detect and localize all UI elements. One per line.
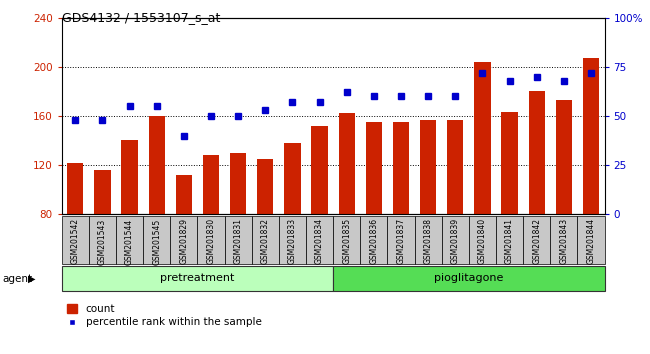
Bar [230, 153, 246, 214]
Bar [387, 216, 415, 264]
Bar [501, 112, 517, 214]
Bar [523, 216, 551, 264]
Bar [442, 216, 469, 264]
Text: GSM201542: GSM201542 [71, 218, 80, 264]
Bar [556, 100, 572, 214]
Text: GSM201831: GSM201831 [233, 218, 242, 264]
Bar [62, 266, 333, 291]
Legend: count, percentile rank within the sample: count, percentile rank within the sample [67, 304, 261, 327]
Bar [284, 143, 300, 214]
Bar [170, 216, 198, 264]
Bar [62, 216, 89, 264]
Bar [252, 216, 279, 264]
Text: GSM201834: GSM201834 [315, 218, 324, 264]
Text: GSM201844: GSM201844 [586, 218, 595, 264]
Text: GSM201839: GSM201839 [450, 218, 460, 264]
Bar [311, 126, 328, 214]
Text: GSM201829: GSM201829 [179, 218, 188, 264]
Text: pretreatment: pretreatment [161, 273, 235, 283]
Bar [366, 122, 382, 214]
Bar [143, 216, 170, 264]
Bar [306, 216, 333, 264]
Bar [122, 141, 138, 214]
Text: GSM201840: GSM201840 [478, 218, 487, 264]
Text: GSM201835: GSM201835 [342, 218, 351, 264]
Bar [496, 216, 523, 264]
Bar [550, 216, 577, 264]
Bar [583, 58, 599, 214]
Text: pioglitagone: pioglitagone [434, 273, 504, 283]
Text: GSM201833: GSM201833 [288, 218, 297, 264]
Bar [333, 266, 604, 291]
Bar [393, 122, 409, 214]
Text: GSM201830: GSM201830 [207, 218, 216, 264]
Bar [149, 116, 165, 214]
Text: agent: agent [2, 274, 32, 284]
Text: ▶: ▶ [28, 274, 36, 284]
Text: GSM201836: GSM201836 [369, 218, 378, 264]
Bar [469, 216, 496, 264]
Bar [420, 120, 436, 214]
Text: GDS4132 / 1553107_s_at: GDS4132 / 1553107_s_at [62, 11, 220, 24]
Text: GSM201832: GSM201832 [261, 218, 270, 264]
Bar [360, 216, 387, 264]
Text: GSM201843: GSM201843 [559, 218, 568, 264]
Bar [94, 170, 111, 214]
Bar [89, 216, 116, 264]
Text: GSM201545: GSM201545 [152, 218, 161, 264]
Bar [577, 216, 605, 264]
Text: GSM201837: GSM201837 [396, 218, 406, 264]
Bar [176, 175, 192, 214]
Bar [415, 216, 442, 264]
Bar [447, 120, 463, 214]
Text: GSM201544: GSM201544 [125, 218, 134, 264]
Text: GSM201543: GSM201543 [98, 218, 107, 264]
Text: GSM201842: GSM201842 [532, 218, 541, 264]
Bar [339, 114, 355, 214]
Text: GSM201838: GSM201838 [424, 218, 433, 264]
Bar [198, 216, 225, 264]
Bar [225, 216, 252, 264]
Bar [67, 162, 83, 214]
Bar [279, 216, 306, 264]
Bar [333, 216, 360, 264]
Bar [528, 91, 545, 214]
Text: GSM201841: GSM201841 [505, 218, 514, 264]
Bar [474, 62, 491, 214]
Bar [203, 155, 219, 214]
Bar [257, 159, 274, 214]
Bar [116, 216, 143, 264]
